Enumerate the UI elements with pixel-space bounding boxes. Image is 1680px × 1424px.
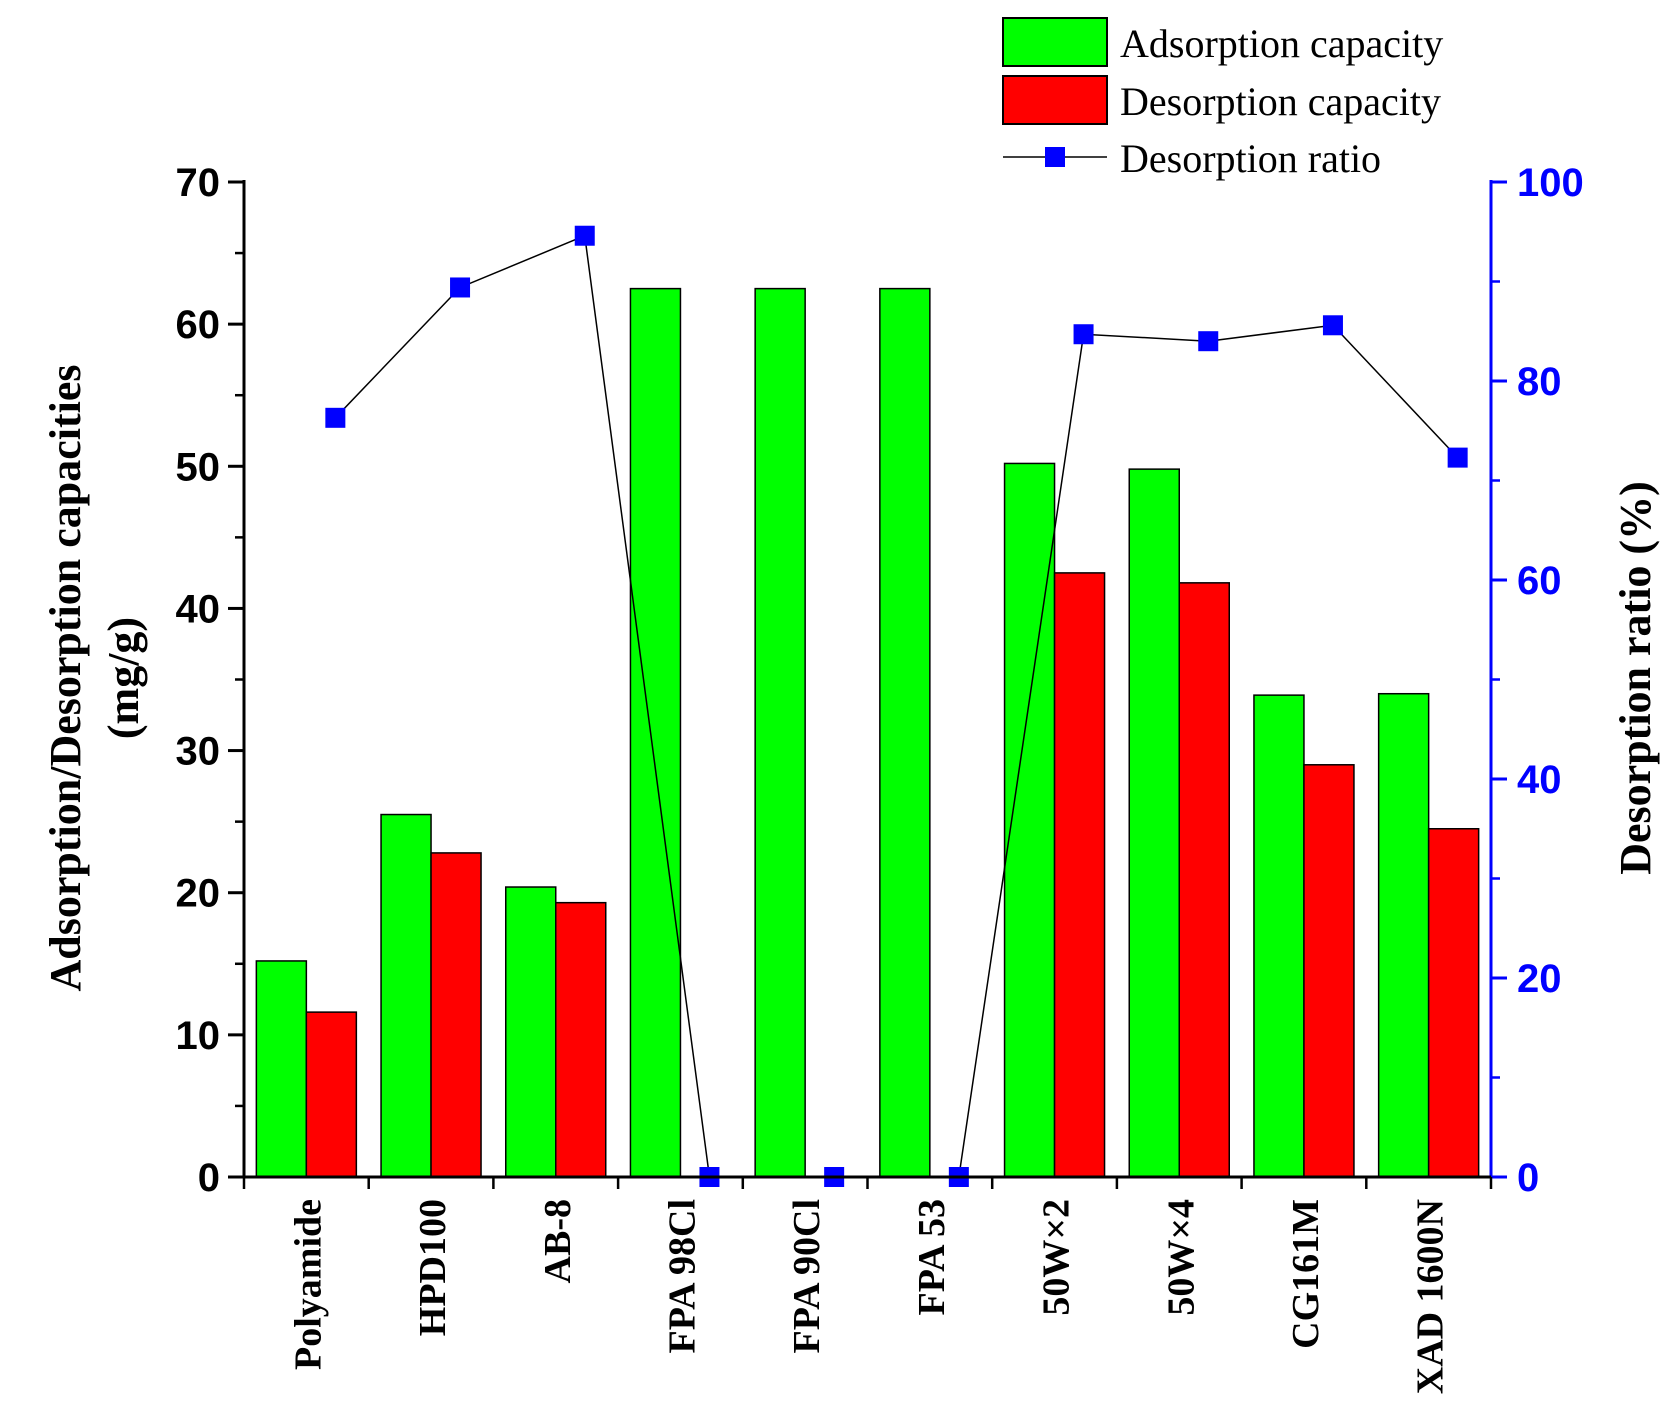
desorption-ratio-point-1 xyxy=(450,277,471,298)
bar-adsorption-7 xyxy=(1128,468,1180,1178)
y-left-tick-label-6: 60 xyxy=(176,303,221,347)
bar-desorption-7 xyxy=(1178,582,1230,1178)
x-category-label-7: 50W×4 xyxy=(1160,1199,1202,1316)
x-category-label-2: AB-8 xyxy=(537,1199,579,1283)
y-right-tick-label-5: 100 xyxy=(1517,161,1584,205)
y-right-tick-label-4: 80 xyxy=(1517,360,1562,404)
x-category-label-5: FPA 53 xyxy=(911,1199,953,1315)
axes-layer: 0 10 20 30 40 50 60 70 0 20 40 60 80 100 Polyamide HPD1… xyxy=(176,161,1584,1394)
bar-adsorption-0 xyxy=(255,960,308,1178)
y-right-tick-label-0: 0 xyxy=(1517,1156,1539,1200)
bar-desorption-2 xyxy=(555,901,607,1178)
legend-marker-ratio xyxy=(1045,147,1065,167)
desorption-ratio-point-8 xyxy=(1322,315,1343,336)
legend-label-ratio: Desorption ratio xyxy=(1120,136,1381,181)
desorption-ratio-point-9 xyxy=(1447,447,1468,468)
y-left-tick-label-5: 50 xyxy=(176,445,221,489)
bar-adsorption-3 xyxy=(629,287,682,1178)
bar-desorption-0 xyxy=(305,1011,358,1178)
legend-swatch-desorption xyxy=(1002,75,1108,125)
bar-adsorption-8 xyxy=(1253,694,1305,1178)
desorption-ratio-point-7 xyxy=(1198,331,1219,352)
x-category-label-1: HPD100 xyxy=(412,1199,454,1336)
y-axis-left-title-line2: (mg/g) xyxy=(99,617,148,739)
y-right-tick-label-3: 60 xyxy=(1517,559,1562,603)
bar-adsorption-9 xyxy=(1377,692,1430,1178)
x-category-label-9: XAD 1600N xyxy=(1410,1199,1452,1394)
x-category-label-0: Polyamide xyxy=(287,1199,329,1370)
y-left-tick-label-2: 20 xyxy=(176,872,221,916)
bars-layer xyxy=(255,287,1480,1178)
bar-desorption-6 xyxy=(1053,572,1106,1178)
legend-label-adsorption: Adsorption capacity xyxy=(1120,21,1443,66)
bar-adsorption-2 xyxy=(505,886,557,1178)
y-axis-right-title: Desorption ratio (%) xyxy=(1611,481,1660,875)
y-left-tick-label-1: 10 xyxy=(176,1014,221,1058)
y-left-tick-label-4: 40 xyxy=(176,587,221,631)
desorption-ratio-point-2 xyxy=(574,225,595,246)
x-category-label-4: FPA 90Cl xyxy=(786,1199,828,1353)
y-left-tick-label-7: 70 xyxy=(176,161,221,205)
x-category-label-3: FPA 98Cl xyxy=(661,1199,703,1353)
desorption-ratio-point-0 xyxy=(325,407,346,428)
legend: Adsorption capacity Desorption capacity … xyxy=(1002,17,1443,181)
legend-label-desorption: Desorption capacity xyxy=(1120,79,1441,124)
bar-desorption-1 xyxy=(430,852,482,1178)
desorption-ratio-point-6 xyxy=(1073,324,1094,345)
y-right-tick-label-1: 20 xyxy=(1517,957,1562,1001)
legend-swatch-adsorption xyxy=(1002,17,1108,67)
x-category-label-6: 50W×2 xyxy=(1036,1199,1078,1316)
x-category-label-8: CG161M xyxy=(1285,1199,1327,1349)
y-right-tick-label-2: 40 xyxy=(1517,758,1562,802)
bar-adsorption-5 xyxy=(879,287,931,1178)
bar-desorption-8 xyxy=(1303,764,1355,1178)
y-left-tick-label-0: 0 xyxy=(198,1156,220,1200)
bar-adsorption-1 xyxy=(380,813,432,1178)
y-left-tick-label-3: 30 xyxy=(176,730,221,774)
bar-adsorption-4 xyxy=(754,287,806,1178)
y-axis-left-title-line1: Adsorption/Desorption capacities xyxy=(41,365,90,992)
bar-desorption-9 xyxy=(1427,828,1480,1178)
